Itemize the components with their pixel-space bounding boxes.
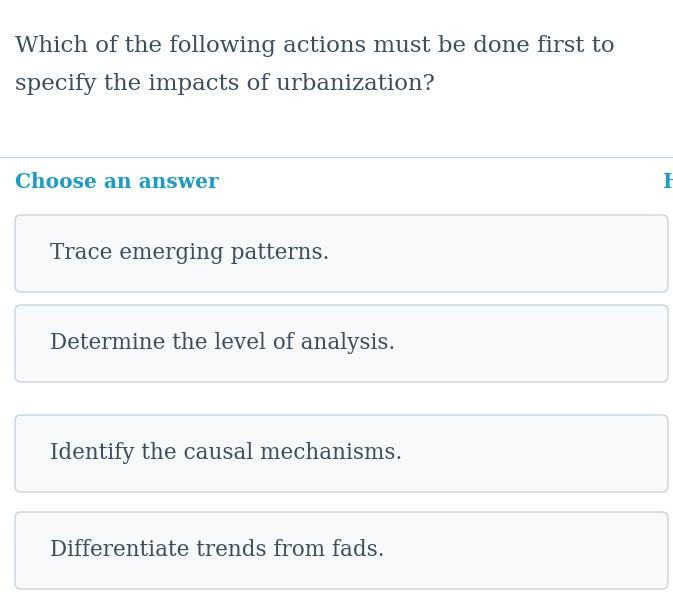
Text: specify the impacts of urbanization?: specify the impacts of urbanization? [15, 73, 435, 95]
Text: Determine the level of analysis.: Determine the level of analysis. [50, 333, 395, 355]
Text: Choose an answer: Choose an answer [15, 172, 219, 192]
Text: Differentiate trends from fads.: Differentiate trends from fads. [50, 539, 384, 561]
FancyBboxPatch shape [15, 512, 668, 589]
FancyBboxPatch shape [15, 215, 668, 292]
FancyBboxPatch shape [15, 305, 668, 382]
Text: Identify the causal mechanisms.: Identify the causal mechanisms. [50, 442, 402, 465]
Text: Which of the following actions must be done first to: Which of the following actions must be d… [15, 35, 614, 57]
FancyBboxPatch shape [15, 415, 668, 492]
Text: Hint: Hint [663, 172, 673, 192]
Text: Trace emerging patterns.: Trace emerging patterns. [50, 243, 329, 265]
